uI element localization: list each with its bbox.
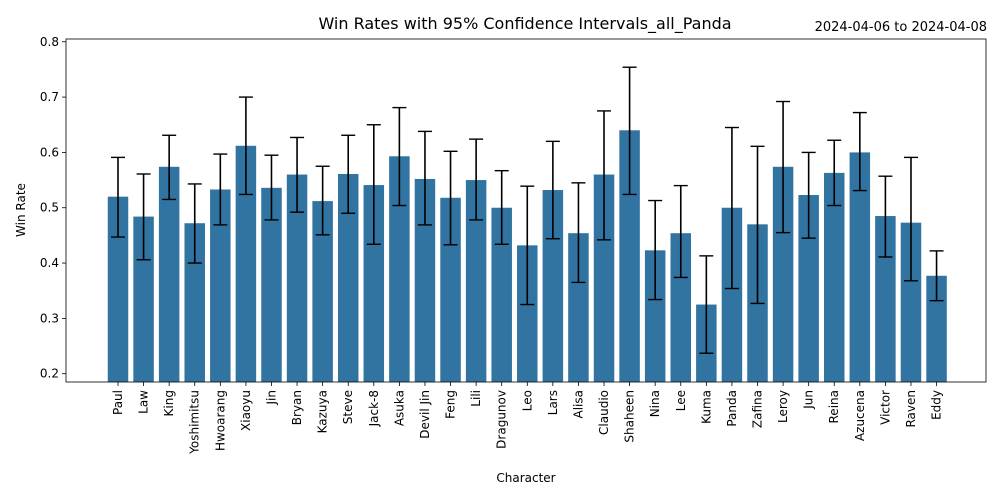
bar	[440, 197, 461, 382]
x-tick-label: Lee	[674, 390, 688, 411]
x-tick-label: Yoshimitsu	[188, 390, 202, 455]
y-axis: 0.2 0.3 0.4 0.5 0.6 0.7 0.8	[40, 35, 66, 381]
x-tick-label: Lars	[546, 390, 560, 415]
x-tick-label: Jin	[264, 390, 278, 405]
bar	[517, 245, 538, 382]
y-tick-label: 0.2	[40, 367, 59, 381]
x-tick-label: Shaheen	[623, 390, 637, 443]
error-bars-group	[111, 66, 944, 354]
x-tick-label: Steve	[341, 390, 355, 424]
x-tick-label: Dragunov	[495, 390, 509, 449]
bar	[465, 180, 487, 382]
bar	[363, 185, 385, 382]
x-tick-label: Asuka	[392, 390, 406, 426]
x-axis: Paul Law King Yoshimitsu Hwoarang Xiaoyu Jin Br…	[111, 382, 944, 455]
y-tick-label: 0.4	[40, 256, 59, 270]
bar	[619, 130, 640, 382]
y-tick-label: 0.8	[40, 35, 59, 49]
x-tick-label: Devil Jin	[418, 390, 432, 439]
bar	[389, 156, 410, 382]
y-tick-label: 0.6	[40, 145, 59, 159]
x-tick-label: Bryan	[290, 390, 304, 425]
x-tick-label: Kazuya	[316, 390, 330, 433]
bar	[849, 152, 871, 382]
x-axis-title: Character	[496, 471, 555, 485]
x-tick-label: Jun	[802, 390, 816, 410]
bar	[286, 174, 308, 382]
bars-group	[107, 130, 947, 382]
x-tick-label: Claudio	[597, 390, 611, 435]
x-tick-label: Leroy	[776, 390, 790, 423]
x-tick-label: Panda	[725, 390, 739, 427]
y-tick-label: 0.5	[40, 201, 59, 215]
bar	[210, 189, 231, 382]
x-tick-label: Leo	[520, 390, 534, 411]
bar	[414, 178, 436, 382]
bar	[798, 195, 819, 382]
x-tick-label: Raven	[904, 390, 918, 428]
x-tick-label: Zafina	[751, 390, 765, 428]
plot-frame	[65, 38, 987, 383]
bar	[568, 233, 589, 382]
x-tick-label: Hwoarang	[213, 390, 227, 451]
bar	[772, 166, 794, 382]
bar	[491, 207, 512, 382]
x-tick-label: Feng	[444, 390, 458, 419]
x-tick-label: Victor	[878, 390, 892, 425]
y-axis-title: Win Rate	[14, 183, 28, 237]
x-tick-label: Kuma	[699, 390, 713, 424]
x-tick-label: Alisa	[571, 390, 585, 418]
x-tick-label: Law	[137, 390, 151, 414]
bar	[158, 166, 180, 382]
bar	[926, 275, 947, 382]
bar	[312, 201, 333, 382]
x-tick-label: Eddy	[930, 390, 944, 420]
bar	[823, 172, 845, 382]
x-tick-label: Paul	[111, 390, 125, 415]
date-range-label: 2024-04-06 to 2024-04-08	[815, 20, 987, 35]
bar	[721, 207, 743, 382]
x-tick-label: Jack-8	[367, 390, 381, 427]
bar	[133, 216, 154, 382]
bar	[261, 187, 282, 382]
x-tick-label: Azucena	[853, 390, 867, 441]
bar	[593, 174, 615, 382]
x-tick-label: Lili	[469, 390, 483, 407]
bar	[670, 233, 692, 382]
bar	[235, 145, 257, 382]
x-tick-label: King	[162, 390, 176, 416]
bar	[107, 196, 129, 382]
x-tick-label: Nina	[648, 390, 662, 417]
chart-title: Win Rates with 95% Confidence Intervals_…	[318, 14, 731, 34]
bar	[644, 250, 666, 382]
bar	[337, 173, 359, 382]
bar	[900, 222, 922, 382]
y-tick-label: 0.7	[40, 90, 59, 104]
x-tick-label: Reina	[827, 390, 841, 423]
x-tick-label: Xiaoyu	[239, 390, 253, 431]
y-tick-label: 0.3	[40, 311, 59, 325]
